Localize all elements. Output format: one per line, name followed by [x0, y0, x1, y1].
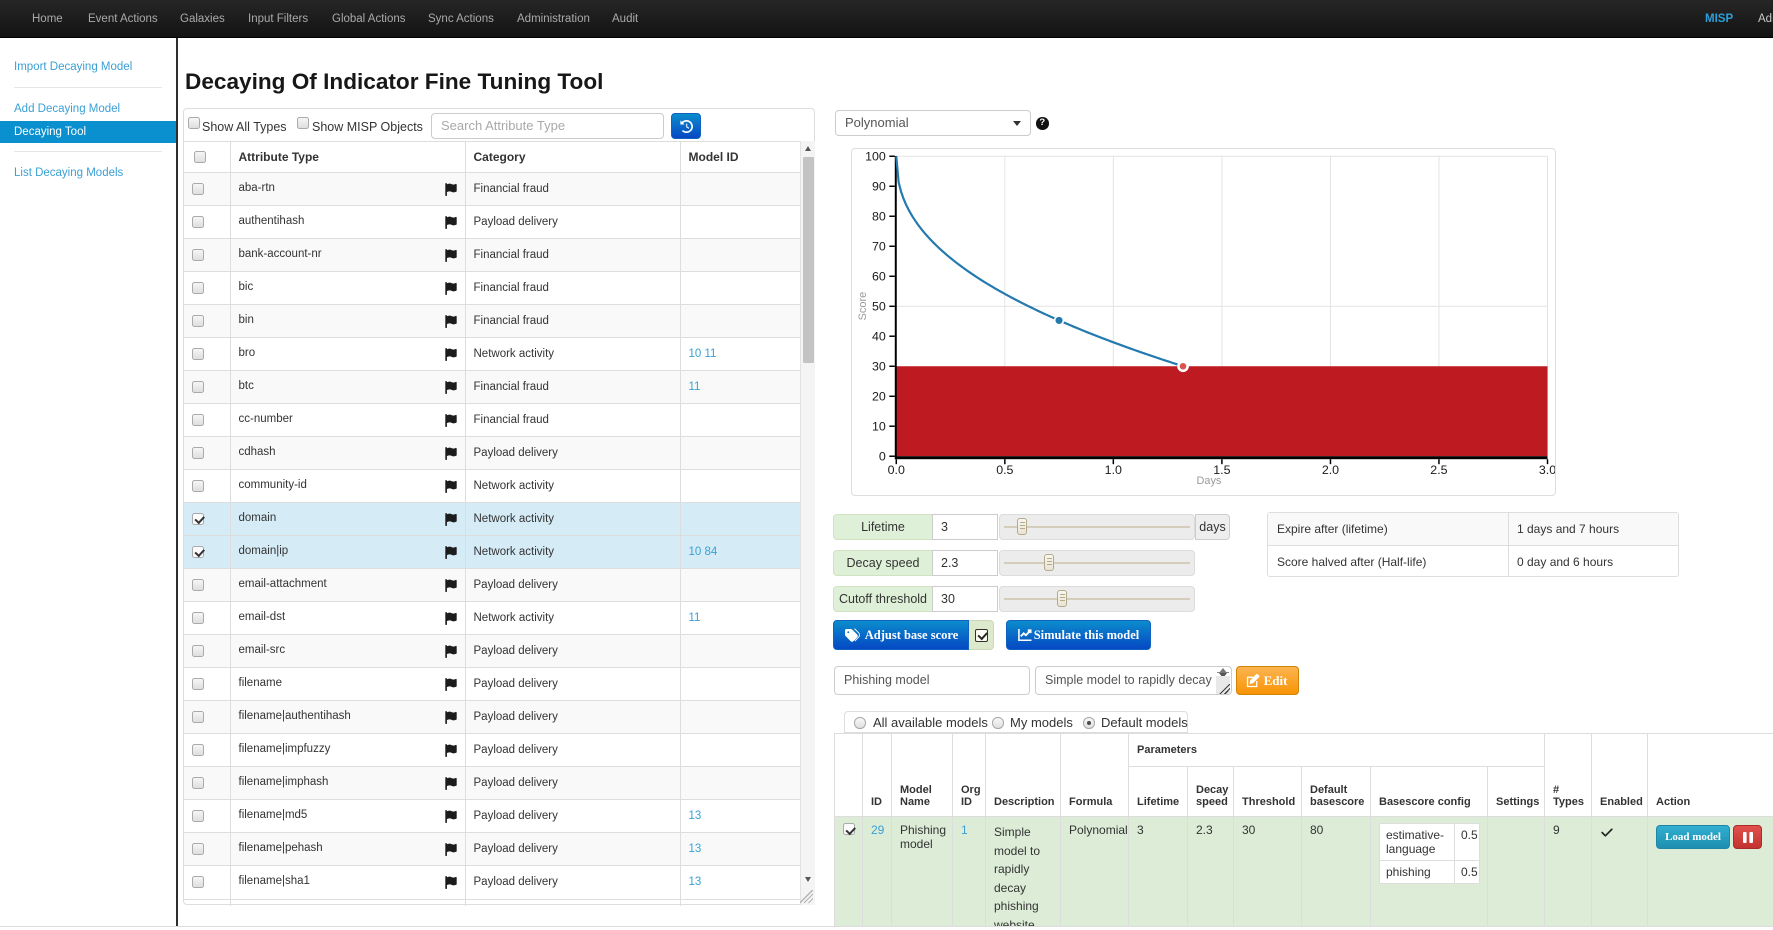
- svg-text:40: 40: [872, 330, 886, 344]
- svg-text:70: 70: [872, 240, 886, 254]
- svg-text:0.5: 0.5: [996, 463, 1013, 477]
- svg-text:0.0: 0.0: [888, 463, 905, 477]
- svg-text:Days: Days: [1197, 475, 1222, 487]
- svg-text:2.5: 2.5: [1430, 463, 1447, 477]
- svg-text:80: 80: [872, 210, 886, 224]
- svg-text:20: 20: [872, 390, 886, 404]
- svg-text:Score: Score: [857, 292, 869, 321]
- svg-text:2.0: 2.0: [1322, 463, 1339, 477]
- svg-text:0: 0: [879, 450, 886, 464]
- svg-text:3.0: 3.0: [1539, 463, 1556, 477]
- svg-text:1.0: 1.0: [1105, 463, 1122, 477]
- svg-text:10: 10: [872, 420, 886, 434]
- svg-text:50: 50: [872, 300, 886, 314]
- svg-text:90: 90: [872, 180, 886, 194]
- svg-text:30: 30: [872, 360, 886, 374]
- svg-text:1.5: 1.5: [1213, 463, 1230, 477]
- svg-text:100: 100: [865, 150, 886, 164]
- svg-text:60: 60: [872, 270, 886, 284]
